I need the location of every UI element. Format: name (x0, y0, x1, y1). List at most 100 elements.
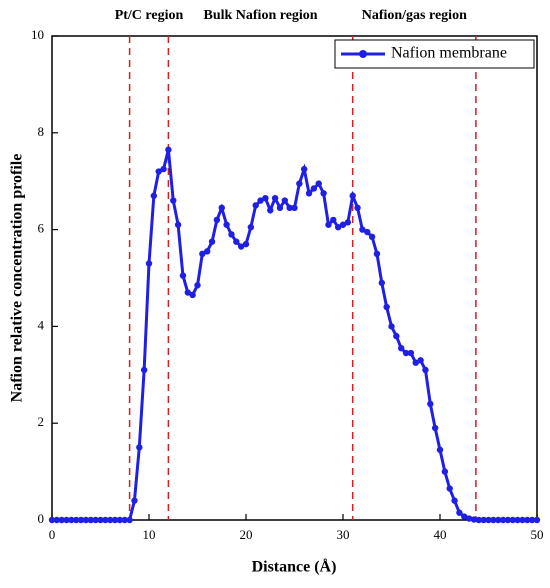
series-marker (373, 250, 381, 257)
series-marker (140, 366, 148, 374)
series-marker (160, 165, 167, 173)
series-marker (465, 515, 473, 522)
series-marker (262, 194, 269, 202)
x-tick-label: 0 (49, 527, 56, 542)
series-marker (271, 194, 279, 202)
series-marker (364, 228, 371, 236)
series-marker (107, 516, 114, 524)
series-marker (97, 516, 104, 524)
series-marker (82, 516, 90, 524)
series-marker (528, 516, 536, 524)
series-marker (150, 192, 158, 199)
legend-marker (359, 50, 367, 58)
series-marker (320, 190, 327, 197)
y-tick-label: 4 (38, 317, 45, 332)
series-marker (524, 516, 531, 524)
series-marker (242, 240, 250, 248)
series-marker (179, 272, 187, 279)
series-marker (204, 248, 211, 255)
series-marker (388, 323, 395, 330)
y-tick-label: 8 (38, 124, 45, 139)
series-marker (504, 516, 512, 524)
series-marker (184, 289, 191, 296)
series-marker (325, 221, 332, 228)
series-marker (301, 165, 308, 173)
series-marker (102, 516, 109, 524)
series-marker (495, 516, 502, 524)
series-marker (170, 197, 177, 204)
y-tick-label: 10 (31, 27, 44, 42)
series-marker (315, 180, 322, 187)
series-marker (427, 400, 434, 408)
series-marker (68, 516, 75, 524)
series-marker (519, 516, 526, 524)
series-marker (247, 223, 255, 231)
series-marker (422, 366, 429, 374)
series-marker (199, 250, 206, 257)
series-marker (77, 516, 85, 524)
series-marker (349, 192, 356, 199)
region-label: Bulk Nafion region (203, 8, 317, 23)
series-marker (305, 190, 313, 197)
series-marker (228, 231, 235, 238)
series-marker (291, 204, 298, 212)
x-axis-label: Distance (Å) (252, 558, 337, 576)
series-marker (281, 197, 288, 204)
series-marker (267, 207, 274, 214)
series-marker (417, 357, 424, 364)
plot-frame (51, 35, 538, 521)
series-marker (48, 516, 56, 524)
series-marker (165, 146, 172, 153)
series-marker (145, 260, 153, 267)
x-tick-label: 30 (337, 527, 350, 542)
series-marker (499, 516, 507, 524)
series-marker (339, 221, 347, 228)
x-tick-label: 10 (143, 527, 156, 542)
x-tick-label: 40 (434, 527, 447, 542)
y-axis-label: Nafion relative concentration profile (9, 154, 26, 403)
series-marker (475, 516, 482, 524)
series-marker (296, 180, 303, 187)
x-tick-label: 20 (240, 527, 253, 542)
series-marker (111, 516, 119, 524)
series-marker (63, 516, 70, 524)
region-label: Nafion/gas region (362, 8, 467, 23)
series-marker (344, 219, 352, 226)
series-marker (407, 349, 415, 357)
series-marker (456, 509, 463, 516)
x-tick-label: 50 (531, 527, 544, 542)
series-marker (412, 359, 419, 366)
series-marker (126, 516, 133, 524)
series-marker (131, 497, 138, 504)
series-marker (398, 344, 405, 352)
series-marker (213, 216, 221, 224)
series-marker (218, 204, 225, 212)
series-marker (208, 238, 216, 245)
y-tick-label: 0 (38, 511, 45, 526)
series-marker (354, 204, 361, 212)
series-marker (58, 516, 65, 524)
series-marker (233, 238, 240, 245)
series-marker (334, 223, 342, 231)
region-label: Pt/C region (115, 8, 184, 23)
series-marker (73, 516, 80, 524)
series-marker (451, 497, 458, 504)
series-marker (470, 516, 478, 523)
legend-label: Nafion membrane (391, 45, 507, 62)
series-marker (509, 516, 516, 524)
series-marker (189, 291, 196, 299)
series-marker (53, 516, 61, 524)
series-marker (490, 516, 497, 524)
series-marker (383, 303, 390, 311)
series-marker (431, 424, 439, 432)
series-marker (194, 282, 201, 289)
series-marker (480, 516, 487, 524)
series-marker (87, 516, 95, 524)
series-marker (393, 332, 400, 340)
series-marker (514, 516, 521, 524)
series-marker (252, 202, 259, 209)
series-marker (446, 485, 453, 492)
y-tick-label: 6 (38, 221, 45, 236)
series-marker (121, 516, 128, 524)
